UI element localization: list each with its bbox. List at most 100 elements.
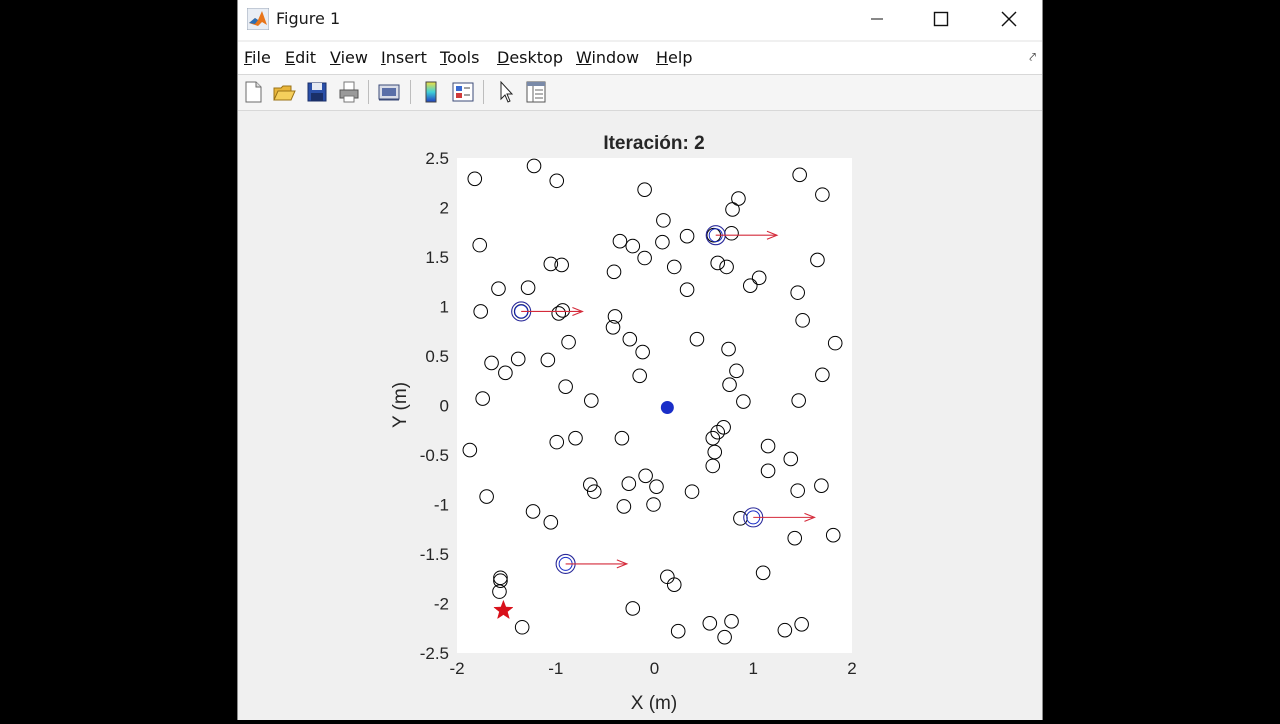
maximize-icon	[933, 11, 949, 27]
obstacle-marker	[787, 530, 803, 546]
save-icon[interactable]	[304, 79, 330, 105]
obstacle-marker	[520, 280, 536, 295]
obstacle-marker	[725, 202, 740, 217]
toolbar-separator	[410, 80, 411, 104]
obstacle-marker	[646, 497, 661, 512]
obstacle-marker	[551, 306, 567, 321]
obstacle-marker	[555, 303, 570, 318]
plot-area	[457, 158, 852, 653]
open-file-icon[interactable]	[271, 79, 297, 105]
obstacle-marker	[568, 430, 583, 446]
obstacle-marker	[467, 171, 483, 187]
x-axis: -2 -1 0 1 2	[449, 659, 856, 678]
obstacle-marker	[702, 616, 718, 631]
obstacle-marker	[638, 468, 653, 484]
menu-desktop[interactable]: Desktop	[497, 48, 563, 67]
obstacle-marker	[543, 515, 559, 530]
obstacle-marker	[814, 478, 829, 493]
obstacle-marker	[616, 499, 632, 514]
obstacle-marker	[705, 458, 721, 474]
obstacle-marker	[710, 255, 726, 271]
y-tick-label: 2.5	[425, 149, 449, 168]
y-tick-label: 0.5	[425, 347, 449, 366]
obstacle-marker	[717, 629, 732, 645]
menu-tools[interactable]: Tools	[440, 48, 480, 67]
obstacle-marker	[684, 484, 700, 499]
close-button[interactable]	[978, 0, 1040, 38]
plot-marks	[462, 158, 843, 645]
menu-insert[interactable]: Insert	[381, 48, 427, 67]
obstacle-marker	[584, 393, 599, 408]
figure-toolbar	[238, 75, 1042, 111]
figure-canvas: Iteración: 2 -2 -1 0 1 2 -2.5 -2 -1.5 -1 -0.5 0 0.…	[238, 111, 1042, 720]
obstacle-marker	[625, 601, 641, 616]
link-plot-icon[interactable]	[376, 79, 402, 105]
obstacle-marker	[625, 238, 641, 254]
obstacle-marker	[783, 451, 799, 467]
obstacle-marker	[473, 304, 488, 319]
y-tick-label: -1.5	[420, 545, 449, 564]
menu-window[interactable]: Window	[576, 48, 640, 67]
menu-help[interactable]: Help	[656, 48, 693, 67]
velocity-arrowhead	[804, 512, 816, 522]
obstacle-marker	[760, 463, 776, 479]
obstacle-marker	[614, 430, 630, 446]
obstacle-marker	[810, 252, 825, 268]
scatter-plot[interactable]: Iteración: 2 -2 -1 0 1 2 -2.5-2-1.5-1-0.500.…	[238, 111, 1042, 720]
minimize-button[interactable]	[846, 0, 908, 38]
obstacle-marker	[583, 477, 598, 493]
obstacle-marker	[666, 577, 682, 592]
window-title: Figure 1	[276, 9, 341, 28]
obstacle-marker	[558, 379, 573, 394]
y-tick-label: 2	[440, 199, 449, 218]
property-inspector-icon[interactable]	[523, 79, 549, 105]
menu-view[interactable]: View	[330, 48, 368, 67]
obstacle-marker	[815, 367, 830, 383]
pointer-icon[interactable]	[493, 79, 519, 105]
obstacle-marker	[710, 424, 726, 440]
obstacle-marker	[679, 228, 695, 244]
obstacle-marker	[742, 278, 758, 294]
y-tick-label: -1	[434, 496, 449, 515]
obstacle-marker	[736, 394, 751, 409]
obstacle-marker	[722, 377, 737, 393]
obstacle-marker	[791, 393, 806, 408]
obstacle-marker	[825, 527, 841, 543]
obstacle-marker	[679, 282, 695, 297]
obstacle-marker	[484, 355, 499, 371]
obstacle-marker	[472, 237, 488, 253]
obstacle-marker	[492, 584, 507, 599]
obstacle-marker	[790, 285, 805, 300]
obstacle-marker	[605, 319, 621, 335]
velocity-arrowhead	[766, 230, 779, 240]
obstacle-marker	[795, 313, 810, 328]
obstacle-marker	[815, 187, 830, 202]
obstacle-marker	[622, 331, 638, 347]
print-icon[interactable]	[336, 79, 362, 105]
insert-colorbar-icon[interactable]	[418, 79, 444, 105]
obstacle-marker	[760, 438, 776, 454]
obstacle-marker	[790, 483, 805, 498]
dock-arrow-icon[interactable]: ⤤	[1029, 50, 1036, 64]
y-tick-label: -2.5	[420, 644, 449, 663]
obstacle-marker	[724, 614, 739, 629]
menu-file[interactable]: File	[244, 48, 271, 67]
obstacle-marker	[666, 259, 682, 275]
obstacle-marker	[655, 234, 670, 250]
title-bar[interactable]: Figure 1	[238, 0, 1042, 40]
toolbar-separator	[368, 80, 369, 104]
chart-title: Iteración: 2	[603, 133, 704, 154]
obstacle-marker	[777, 622, 793, 638]
obstacle-marker	[479, 489, 494, 504]
new-figure-icon[interactable]	[240, 79, 266, 105]
obstacle-marker	[716, 419, 731, 435]
obstacle-marker	[493, 573, 508, 589]
obstacle-marker	[707, 444, 723, 460]
y-tick-label: -2	[434, 595, 449, 614]
insert-legend-icon[interactable]	[450, 79, 476, 105]
matlab-logo-icon	[247, 8, 269, 30]
leader-marker	[660, 400, 674, 414]
menu-edit[interactable]: Edit	[285, 48, 316, 67]
maximize-button[interactable]	[910, 0, 972, 38]
obstacle-marker	[462, 442, 478, 458]
